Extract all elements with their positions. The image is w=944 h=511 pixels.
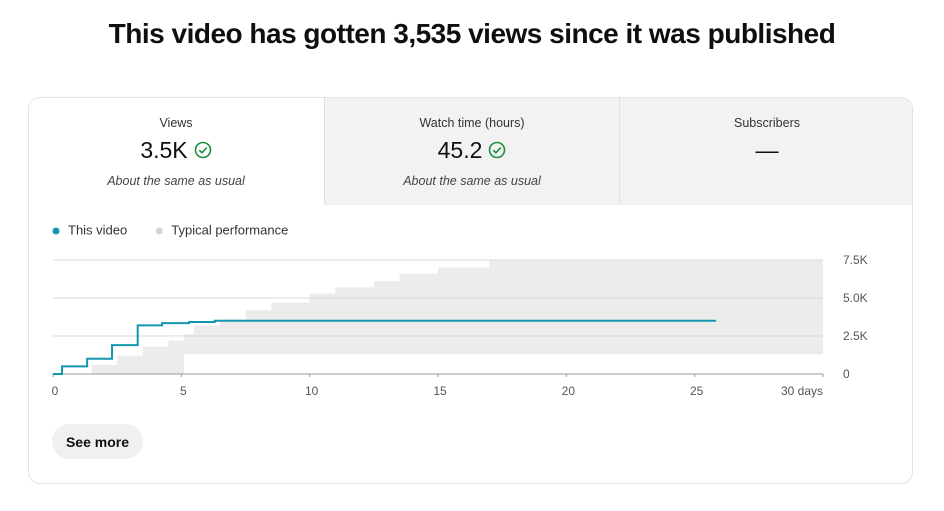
legend-label: Typical performance xyxy=(171,222,288,237)
legend-dot xyxy=(52,227,60,235)
check-icon xyxy=(489,141,506,159)
legend-label: This video xyxy=(68,222,127,237)
metric-card: Watch time (hours) 45.2 About the same as … xyxy=(324,98,619,205)
typical-band xyxy=(53,260,823,374)
legend-dot xyxy=(155,227,163,235)
metric-value: — xyxy=(755,136,779,163)
x-tick-label: 15 xyxy=(433,384,447,398)
x-tick-label: 25 xyxy=(690,384,704,398)
metric-note: About the same as usual xyxy=(107,174,245,188)
check-circle xyxy=(489,141,506,159)
analytics-panel: Views 3.5K About the same as usual Watch ti… xyxy=(28,97,913,484)
metric-card: Views 3.5K About the same as usual xyxy=(29,98,323,205)
check-mark xyxy=(493,147,502,154)
x-tick-label: 30 days xyxy=(781,384,823,398)
metric-value-row: 45.2 xyxy=(325,136,619,164)
check-icon xyxy=(194,141,211,159)
x-tick-label: 10 xyxy=(305,384,319,398)
video-line xyxy=(53,319,717,375)
metric-label: Subscribers xyxy=(734,116,800,130)
see-more-button[interactable]: See more xyxy=(52,424,143,459)
check-mark xyxy=(198,147,208,154)
metric-value: 3.5K xyxy=(140,136,188,163)
metric-card: Subscribers — xyxy=(619,98,912,205)
metric-label: Watch time (hours) xyxy=(419,116,525,130)
x-tick-label: 5 xyxy=(180,384,187,398)
metric-value: 45.2 xyxy=(437,136,483,163)
metric-label: Views xyxy=(159,116,193,130)
y-tick-label: 5.0K xyxy=(843,291,868,305)
metric-value-row: — xyxy=(620,136,912,164)
x-tick-label: 20 xyxy=(562,384,576,398)
y-tick-label: 0 xyxy=(843,367,850,381)
check-circle xyxy=(194,141,211,159)
metric-note: About the same as usual xyxy=(403,174,541,188)
metric-value-row: 3.5K xyxy=(29,136,323,164)
y-tick-label: 7.5K xyxy=(843,253,868,267)
page-title: This video has gotten 3,535 views since … xyxy=(108,18,836,49)
x-tick-label: 0 xyxy=(52,384,59,398)
y-tick-label: 2.5K xyxy=(843,329,868,343)
